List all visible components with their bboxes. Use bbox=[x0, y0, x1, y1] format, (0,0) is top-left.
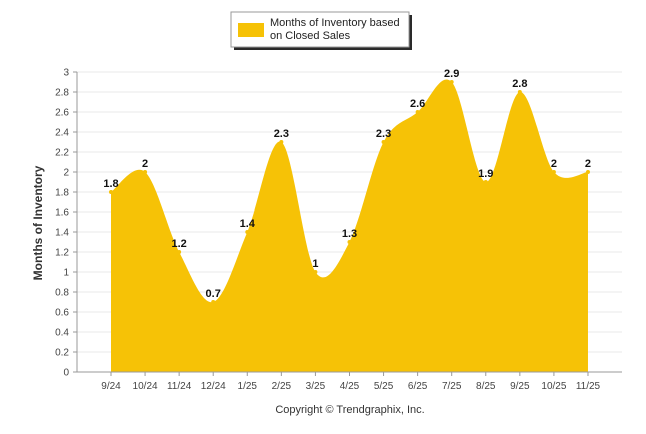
data-point bbox=[245, 230, 250, 234]
data-label: 0.7 bbox=[206, 288, 221, 300]
data-point bbox=[211, 300, 216, 304]
y-tick-label: 2.2 bbox=[55, 148, 69, 159]
data-point bbox=[415, 110, 420, 114]
x-tick-label: 12/24 bbox=[201, 381, 226, 392]
copyright: Copyright © Trendgraphix, Inc. bbox=[275, 404, 424, 416]
data-label: 2 bbox=[585, 158, 591, 170]
data-label: 1 bbox=[312, 258, 318, 270]
x-tick-label: 8/25 bbox=[476, 381, 496, 392]
data-label: 2.9 bbox=[444, 68, 459, 80]
x-tick-label: 3/25 bbox=[306, 381, 326, 392]
y-tick-label: 3 bbox=[63, 68, 69, 79]
data-point bbox=[109, 190, 113, 194]
x-tick-label: 10/25 bbox=[541, 381, 566, 392]
x-tick-label: 9/25 bbox=[510, 381, 530, 392]
x-tick-label: 5/25 bbox=[374, 381, 394, 392]
y-tick-label: 1.2 bbox=[55, 248, 69, 259]
x-tick-label: 11/25 bbox=[576, 381, 601, 392]
legend-swatch bbox=[238, 23, 264, 37]
x-tick-label: 10/24 bbox=[133, 381, 158, 392]
y-tick-label: 0.6 bbox=[55, 308, 69, 319]
y-tick-label: 0.2 bbox=[55, 348, 69, 359]
data-point bbox=[279, 140, 284, 144]
data-label: 2.3 bbox=[274, 128, 289, 140]
x-tick-label: 7/25 bbox=[442, 381, 462, 392]
x-tick-label: 2/25 bbox=[272, 381, 292, 392]
data-point bbox=[381, 140, 386, 144]
y-tick-label: 1.4 bbox=[55, 228, 69, 239]
x-tick-label: 11/24 bbox=[167, 381, 192, 392]
data-label: 2 bbox=[551, 158, 557, 170]
data-label: 1.4 bbox=[240, 218, 256, 230]
x-axis-ticks: 9/24 10/24 11/24 12/24 1/25 2/25 3/25 4/25 5/25 6… bbox=[101, 372, 601, 392]
y-axis-ticks: 0 0.2 0.4 0.6 0.8 1 1.2 1.4 1.6 1.8 2 2.2 2.4 2.6 2.8 3 bbox=[55, 68, 77, 379]
x-tick-label: 6/25 bbox=[408, 381, 428, 392]
data-label: 2.8 bbox=[512, 78, 527, 90]
data-label: 1.9 bbox=[478, 168, 493, 180]
y-tick-label: 1.6 bbox=[55, 208, 69, 219]
y-tick-label: 1 bbox=[63, 268, 69, 279]
y-tick-label: 2 bbox=[63, 168, 69, 179]
y-tick-label: 0.8 bbox=[55, 288, 69, 299]
data-point bbox=[483, 180, 488, 184]
y-tick-label: 1.8 bbox=[55, 188, 69, 199]
data-point bbox=[585, 170, 590, 174]
x-tick-label: 1/25 bbox=[238, 381, 258, 392]
data-label: 1.3 bbox=[342, 228, 357, 240]
legend-label-line-2: on Closed Sales bbox=[270, 30, 351, 42]
y-tick-label: 0 bbox=[63, 368, 69, 379]
y-tick-label: 2.4 bbox=[55, 128, 69, 139]
data-point bbox=[551, 170, 556, 174]
data-point bbox=[143, 170, 148, 174]
y-tick-label: 0.4 bbox=[55, 328, 69, 339]
y-axis-title: Months of Inventory bbox=[31, 165, 45, 280]
series-area bbox=[111, 79, 588, 372]
data-point bbox=[449, 80, 454, 84]
data-label: 2.6 bbox=[410, 98, 425, 110]
y-tick-label: 2.6 bbox=[55, 108, 69, 119]
data-label: 2.3 bbox=[376, 128, 391, 140]
legend: Months of Inventory based on Closed Sale… bbox=[230, 11, 412, 50]
data-label: 1.2 bbox=[171, 238, 186, 250]
data-point bbox=[177, 250, 182, 254]
plot-area bbox=[109, 79, 590, 372]
data-point bbox=[517, 90, 522, 94]
legend-label-line-1: Months of Inventory based bbox=[270, 17, 400, 29]
data-labels: 1.8 2 1.2 0.7 1.4 2.3 1 1.3 2.3 2.6 2.9 1.9 2.8 2 2 bbox=[103, 68, 591, 300]
y-tick-label: 2.8 bbox=[55, 88, 69, 99]
x-tick-label: 4/25 bbox=[340, 381, 360, 392]
data-label: 1.8 bbox=[103, 178, 118, 190]
x-tick-label: 9/24 bbox=[101, 381, 121, 392]
data-label: 2 bbox=[142, 158, 148, 170]
data-point bbox=[347, 240, 352, 244]
data-point bbox=[313, 270, 318, 274]
